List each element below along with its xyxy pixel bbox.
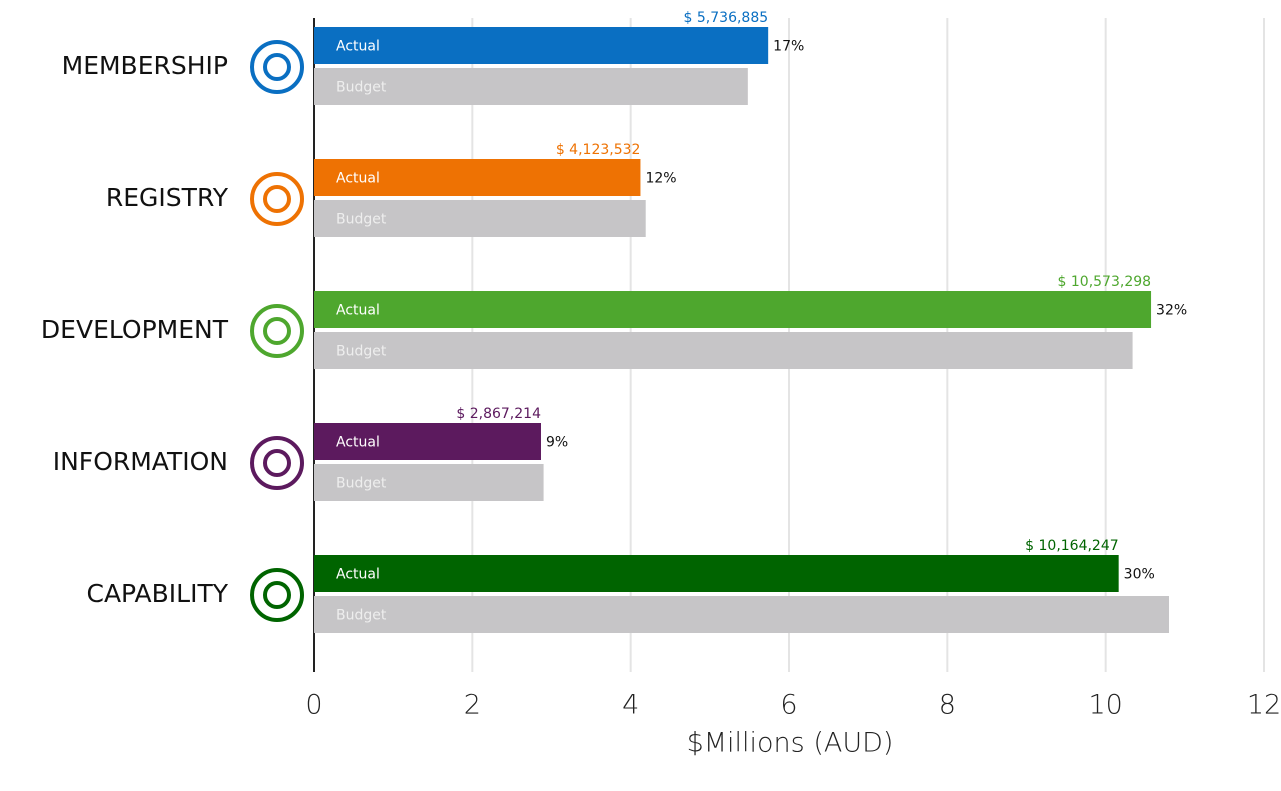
category-label: MEMBERSHIP: [62, 51, 228, 80]
icon-ring: [250, 436, 304, 490]
value-label: $ 5,736,885: [684, 10, 769, 26]
x-tick-label: 0: [305, 690, 322, 721]
bar: [314, 159, 641, 196]
value-label: $ 4,123,532: [556, 142, 641, 158]
value-label: $ 2,867,214: [456, 406, 541, 422]
bar-series-label: Actual: [336, 171, 380, 187]
bar: [314, 596, 1169, 633]
bar: [314, 291, 1152, 328]
bar-series-label: Budget: [336, 608, 387, 624]
category-icon: [250, 304, 304, 358]
icon-ring: [250, 568, 304, 622]
x-tick-label: 6: [780, 690, 797, 721]
category-label: CAPABILITY: [86, 579, 228, 608]
bar: [314, 332, 1133, 369]
bar: [314, 68, 748, 105]
bar-series-label: Budget: [336, 344, 387, 360]
bar-series-label: Actual: [336, 567, 380, 583]
category-label: REGISTRY: [106, 183, 229, 212]
category-label: DEVELOPMENT: [41, 315, 229, 344]
x-tick-label: 12: [1247, 690, 1281, 721]
value-label: $ 10,573,298: [1058, 274, 1152, 290]
bar: [314, 555, 1119, 592]
category-label: INFORMATION: [53, 447, 228, 476]
category-icon: [250, 568, 304, 622]
icon-ring: [250, 40, 304, 94]
bar: [314, 27, 769, 64]
x-tick-label: 10: [1088, 690, 1122, 721]
bar-series-label: Actual: [336, 435, 380, 451]
icon-ring: [250, 304, 304, 358]
bar: [314, 423, 541, 460]
bar-series-label: Budget: [336, 212, 387, 228]
share-label: 9%: [546, 435, 568, 451]
bar-series-label: Actual: [336, 39, 380, 55]
share-label: 12%: [645, 171, 676, 187]
x-tick-label: 4: [622, 690, 639, 721]
icon-glyph: [263, 53, 291, 81]
x-axis-label: $Millions (AUD): [687, 728, 894, 759]
share-label: 17%: [773, 39, 804, 55]
category-icon: [250, 436, 304, 490]
category-icon: [250, 40, 304, 94]
share-label: 30%: [1124, 567, 1155, 583]
icon-glyph: [263, 317, 291, 345]
bar-series-label: Budget: [336, 476, 387, 492]
category-icon: [250, 172, 304, 226]
bar: [314, 464, 544, 501]
x-tick-label: 8: [939, 690, 956, 721]
icon-glyph: [263, 185, 291, 213]
bar-series-label: Budget: [336, 80, 387, 96]
x-tick-label: 2: [464, 690, 481, 721]
bar-series-label: Actual: [336, 303, 380, 319]
share-label: 32%: [1156, 303, 1187, 319]
icon-ring: [250, 172, 304, 226]
value-label: $ 10,164,247: [1025, 538, 1119, 554]
icon-glyph: [263, 581, 291, 609]
icon-glyph: [263, 449, 291, 477]
bar: [314, 200, 646, 237]
